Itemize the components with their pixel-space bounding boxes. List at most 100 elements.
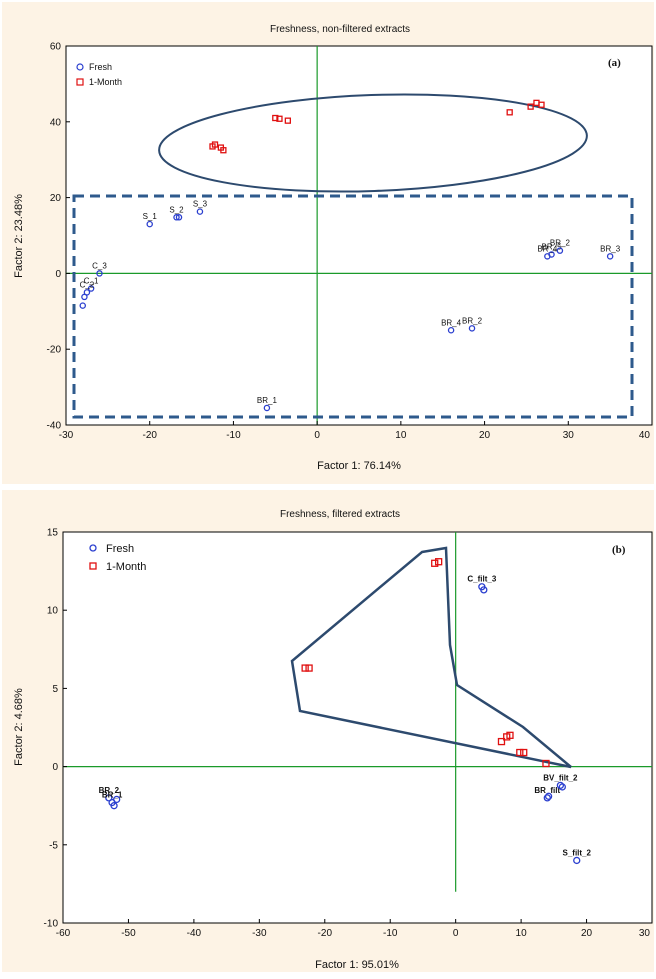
y-tick-label: 40 [50,117,62,128]
fresh-point [196,208,204,215]
x-tick-label: -30 [59,430,74,441]
x-tick-label: 20 [479,430,491,441]
panel-a-legend: Fresh 1-Month [76,62,122,87]
x-tick-label: -30 [252,928,267,939]
panel-a: Freshness, non-filtered extracts -30 -20 -… [2,2,654,484]
panel-a-axes: -30 -20 -10 0 10 20 30 40 -40 -20 0 20 40 60 [47,42,653,441]
fresh-point [556,247,564,254]
fresh-point [96,270,103,277]
one-month-point [272,114,279,122]
one-month-point [516,748,524,757]
y-tick-label: 10 [47,606,59,617]
fresh-dashed-box [72,194,634,419]
legend-fresh-marker [89,544,97,552]
legend-one-month-label: 1-Month [89,77,122,87]
legend-fresh-marker [76,63,84,71]
fresh-point [175,214,183,221]
panel-b-title: Freshness, filtered extracts [280,509,400,520]
fresh-point [110,802,118,810]
point-label: BR_5 [542,242,563,251]
panel-a-title: Freshness, non-filtered extracts [270,24,410,35]
x-tick-label: -10 [383,928,398,939]
fresh-point [544,792,553,800]
panel-a-points: S_1S_2S_3C_3C_1C_2BR_1BR_4 BR_2BR_4BR_5BR… [79,99,621,412]
point-label: BR_2 [550,239,571,248]
fresh-point [548,251,555,258]
x-tick-label: 10 [516,928,528,939]
y-tick-label: -40 [47,421,62,432]
one-month-point [305,664,313,672]
point-label: S_3 [193,200,208,209]
y-tick-label: 0 [52,762,58,773]
point-label: BV_filt_2 [543,773,578,782]
point-label: C_1 [84,277,99,286]
fresh-point [558,783,566,791]
legend-one-month-marker [76,78,84,86]
point-label: S_1 [143,212,158,221]
one-month-point [211,141,219,148]
point-label: S_2 [169,205,184,214]
y-tick-label: -20 [47,345,62,356]
legend-fresh-label: Fresh [89,62,112,72]
point-label: BR_1 [257,396,278,405]
point-label: BR_1 [102,791,123,800]
x-tick-label: -50 [121,928,136,939]
point-label: C_2 [80,280,95,289]
x-tick-label: -10 [226,430,241,441]
panel-b: Freshness, filtered extracts -60 -50 -40 -3… [2,490,654,972]
x-tick-label: -20 [142,430,157,441]
one-month-point [431,559,439,567]
x-tick-label: 10 [395,430,407,441]
one-month-point [497,737,506,746]
one-month-point [220,147,227,154]
fresh-point [113,795,121,804]
fresh-point [543,794,551,802]
one-month-point [506,109,513,116]
point-label: BR_4 [537,244,558,253]
x-tick-label: 0 [314,430,320,441]
one-month-point [276,115,283,122]
y-tick-label: 60 [50,42,62,53]
panel-b-xlabel: Factor 1: 95.01% [315,959,399,971]
point-label: BR_2 [462,316,483,325]
point-label: BR_2 [99,786,120,795]
fresh-point [556,781,565,790]
y-tick-label: 20 [50,193,62,204]
one-month-ellipse [158,93,588,193]
point-label: C_3 [92,261,107,270]
fresh-point [87,285,95,292]
x-tick-label: -20 [318,928,333,939]
legend-fresh-label: Fresh [106,543,134,555]
x-tick-label: 20 [581,928,593,939]
fresh-point [263,404,271,412]
point-label: S_filt_2 [563,848,592,857]
one-month-point [506,731,514,739]
panel-b-legend: Fresh 1-Month [89,543,146,573]
point-label: BR_filt [534,786,560,795]
fresh-point [606,253,614,260]
fresh-point [480,586,488,594]
x-tick-label: 30 [563,430,575,441]
fresh-point [173,214,180,221]
panel-a-plot-area [65,45,653,426]
fresh-point [468,325,476,332]
one-month-point [542,759,550,768]
panel-b-annotations [290,546,572,769]
panel-b-plot-area [62,531,653,924]
one-month-point [538,101,545,108]
y-tick-label: -5 [49,840,58,851]
panel-b-id: (b) [612,544,626,556]
point-label: C_filt_3 [467,575,496,584]
panel-b-ylabel: Factor 2: 4.68% [13,688,25,766]
x-tick-label: -40 [187,928,202,939]
legend-one-month-label: 1-Month [106,561,146,573]
panel-a-xlabel: Factor 1: 76.14% [317,460,401,472]
one-month-point [527,103,534,110]
y-tick-label: 0 [55,269,61,280]
y-tick-label: 5 [52,684,58,695]
y-tick-label: -10 [44,919,59,930]
y-tick-label: 15 [47,528,59,539]
fresh-point [105,794,113,802]
